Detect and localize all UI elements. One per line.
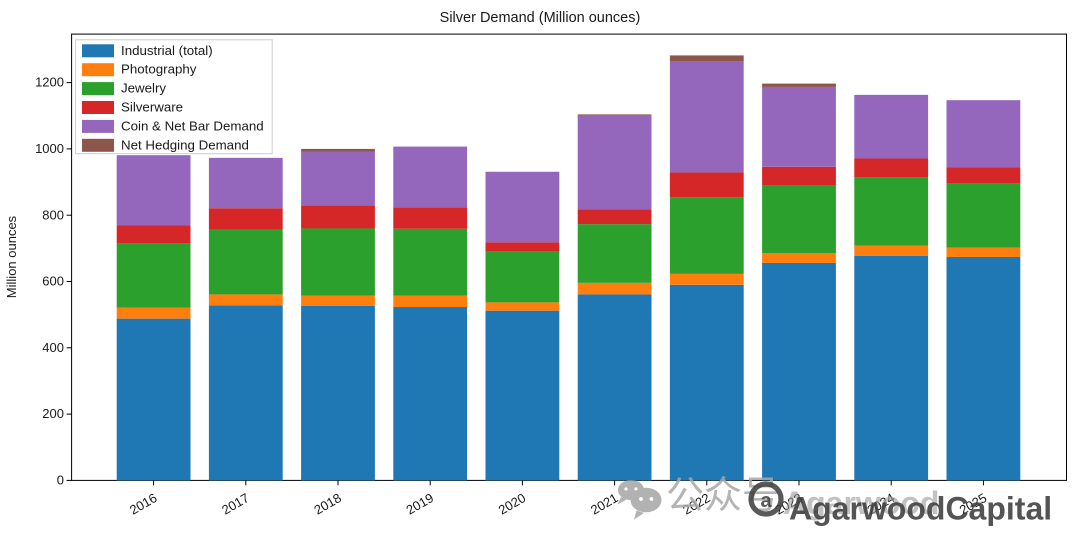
svg-text:2016: 2016 [127,490,160,517]
svg-text:2018: 2018 [311,490,344,517]
svg-text:600: 600 [42,274,64,289]
svg-text:1000: 1000 [35,141,64,156]
svg-text:1200: 1200 [35,75,64,90]
svg-text:AgarwoodCapital: AgarwoodCapital [789,491,1052,527]
svg-text:Jewelry: Jewelry [121,81,166,96]
svg-text:Million ounces: Million ounces [4,215,19,298]
svg-text:Industrial (total): Industrial (total) [121,43,213,58]
svg-text:200: 200 [42,406,64,421]
svg-text:a: a [760,490,772,512]
svg-text:800: 800 [42,207,64,222]
svg-text:0: 0 [57,473,64,488]
svg-text:Photography: Photography [121,62,197,77]
svg-text:2019: 2019 [404,490,437,517]
svg-text:Silver Demand (Million ounces): Silver Demand (Million ounces) [440,10,641,26]
svg-text:400: 400 [42,340,64,355]
svg-text:2021: 2021 [588,490,621,517]
svg-text:Silverware: Silverware [121,100,183,115]
svg-text:2020: 2020 [496,490,529,517]
svg-text:Coin & Net Bar Demand: Coin & Net Bar Demand [121,118,264,133]
svg-text:Net Hedging Demand: Net Hedging Demand [121,137,249,152]
svg-text:2017: 2017 [219,490,252,517]
